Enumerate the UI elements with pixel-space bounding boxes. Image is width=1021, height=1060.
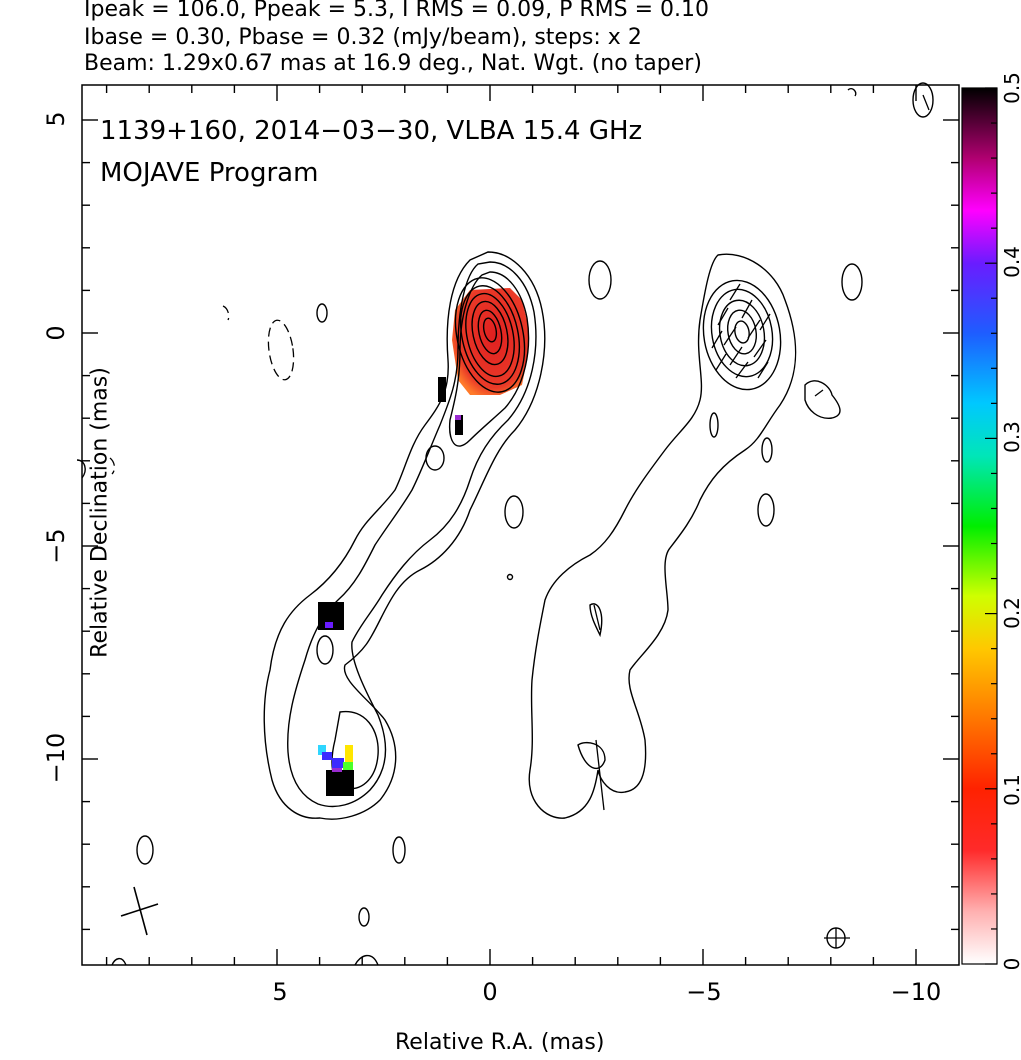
polarization-contours xyxy=(528,82,934,949)
y-tick-label: −10 xyxy=(42,733,70,784)
colorbar-tick-label: 0.5 xyxy=(1000,72,1021,104)
colorbar-tick-label: 0.4 xyxy=(1000,246,1021,278)
beam-line: Beam: 1.29x0.67 mas at 16.9 deg., Nat. W… xyxy=(84,51,702,76)
negative-contours xyxy=(109,305,295,475)
colorbar-tick-label: 0.2 xyxy=(1000,597,1021,629)
axis-ticks xyxy=(82,85,959,965)
colorbar-tick-label: 0.3 xyxy=(1000,421,1021,453)
y-axis-label: Relative Declination (mas) xyxy=(87,367,113,658)
x-axis-label: Relative R.A. (mas) xyxy=(395,1030,605,1055)
evpa-vectors xyxy=(593,94,930,948)
polarization-pixels xyxy=(318,377,463,796)
y-tick-label: 0 xyxy=(42,325,70,340)
intensity-contours xyxy=(76,251,546,966)
colorbar-tick-label: 0 xyxy=(1000,958,1021,971)
program-title: MOJAVE Program xyxy=(100,158,319,188)
x-tick-label: −5 xyxy=(686,978,721,1006)
y-tick-label: −5 xyxy=(42,528,70,563)
stats-line-1: Ipeak = 106.0, Ppeak = 5.3, I RMS = 0.09… xyxy=(84,0,709,22)
colorbar xyxy=(961,87,998,965)
stats-line-2: Ibase = 0.30, Pbase = 0.32 (mJy/beam), s… xyxy=(84,25,642,50)
beam-marker xyxy=(120,886,159,936)
x-tick-label: 0 xyxy=(482,978,497,1006)
colorbar-tick-label: 0.1 xyxy=(1000,774,1021,806)
colorbar-ticks xyxy=(985,87,997,965)
x-tick-label: 5 xyxy=(272,978,287,1006)
source-title: 1139+160, 2014−03−30, VLBA 15.4 GHz xyxy=(100,116,643,146)
x-tick-label: −10 xyxy=(891,978,942,1006)
plot-frame xyxy=(81,84,960,966)
y-tick-label: 5 xyxy=(42,111,70,126)
